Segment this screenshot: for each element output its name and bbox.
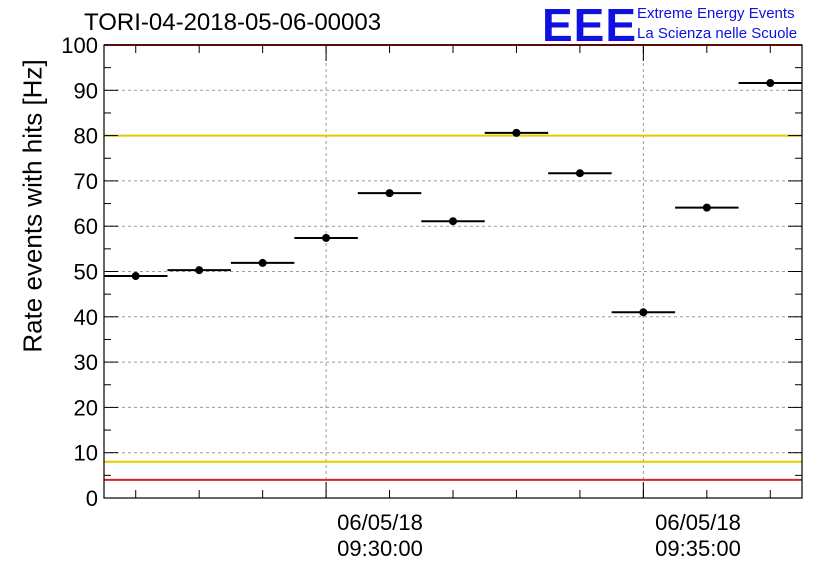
- data-point-4: [385, 189, 394, 198]
- grid: [104, 45, 802, 498]
- data-point-6: [512, 128, 521, 137]
- data-points: [104, 79, 802, 317]
- axis-ticks: 0 10 20 30 40 50 60 70 80 90 100: [61, 33, 802, 511]
- data-point-7: [575, 169, 584, 178]
- y-tick-label-10: 100: [61, 33, 98, 58]
- data-point-2: [258, 258, 267, 267]
- y-tick-label-1: 10: [74, 441, 98, 466]
- y-tick-label-4: 40: [74, 305, 98, 330]
- y-tick-label-0: 0: [86, 486, 98, 511]
- data-point-9: [702, 203, 711, 212]
- x-tick-time-0: 09:30:00: [337, 536, 423, 561]
- y-tick-label-9: 90: [74, 78, 98, 103]
- y-tick-label-8: 80: [74, 124, 98, 149]
- y-axis-label: Rate events with hits [Hz]: [17, 59, 48, 353]
- data-point-8: [639, 308, 648, 317]
- x-tick-time-1: 09:35:00: [655, 536, 741, 561]
- eee-logo: EEE: [542, 0, 638, 51]
- data-point-10: [766, 79, 775, 88]
- x-tick-date-0: 06/05/18: [337, 510, 423, 535]
- x-tick-label-0: 06/05/18 09:30:00: [337, 510, 423, 562]
- y-tick-label-5: 50: [74, 260, 98, 285]
- data-point-3: [322, 233, 331, 242]
- y-tick-label-3: 30: [74, 350, 98, 375]
- data-point-1: [195, 266, 204, 275]
- y-tick-label-7: 70: [74, 169, 98, 194]
- x-tick-date-1: 06/05/18: [655, 510, 741, 535]
- logo-text: Extreme Energy Events La Scienza nelle S…: [637, 4, 797, 44]
- y-tick-label-6: 60: [74, 214, 98, 239]
- y-tick-label-2: 20: [74, 395, 98, 420]
- chart-title: TORI-04-2018-05-06-00003: [84, 9, 382, 36]
- logo-line2: La Scienza nelle Scuole: [637, 25, 798, 42]
- logo-line1: Extreme Energy Events: [637, 5, 795, 22]
- data-point-0: [131, 272, 140, 281]
- reference-lines: [104, 44, 802, 481]
- x-tick-label-1: 06/05/18 09:35:00: [655, 510, 741, 562]
- data-point-5: [449, 217, 457, 226]
